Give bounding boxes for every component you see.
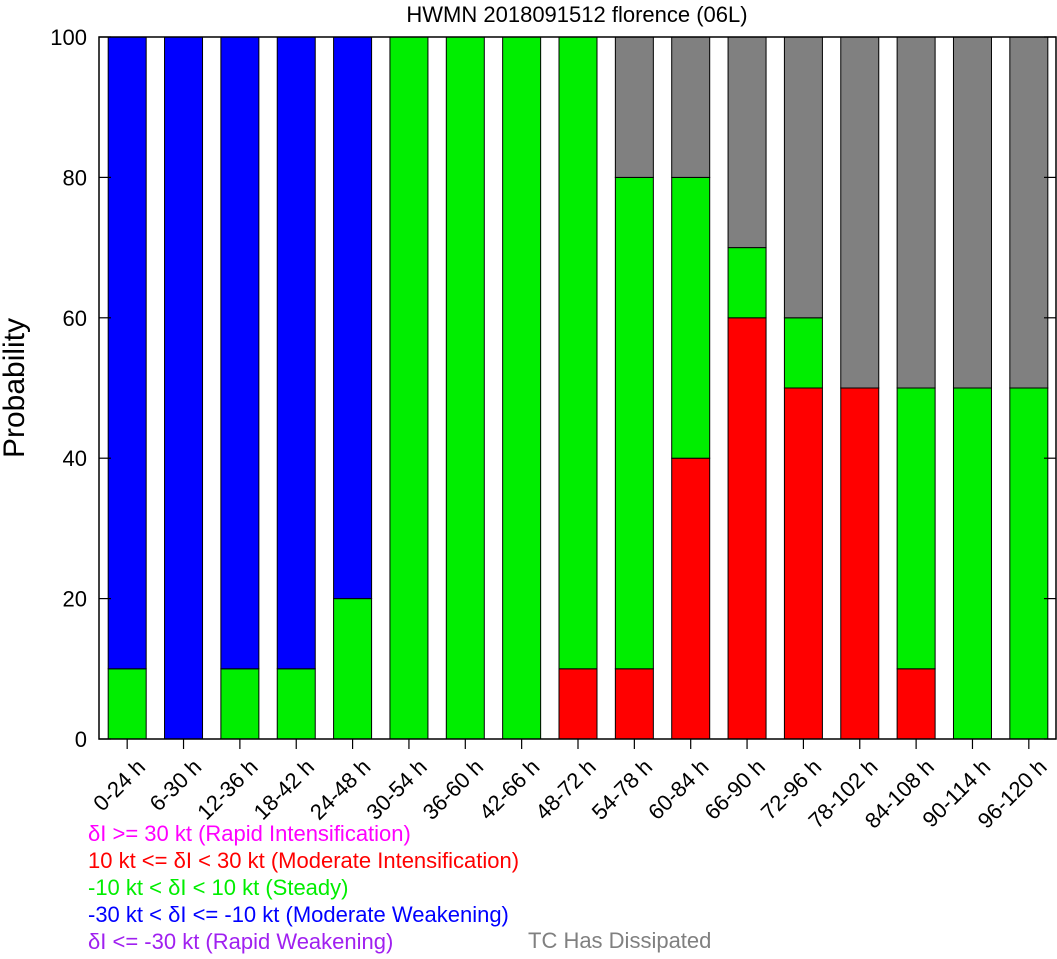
bar-segment-steady-4 (333, 598, 373, 740)
bar-segment-mw-2 (220, 36, 260, 670)
bar-segment-steady-10 (671, 176, 711, 459)
bar-segment-steady-0 (107, 668, 147, 740)
bar-segment-mi-10 (671, 457, 711, 740)
bar-segment-steady-6 (445, 36, 485, 740)
x-tick-label-5: 30-54 h (361, 754, 431, 824)
bar-segment-dissipated-11 (727, 36, 767, 249)
bar-segment-steady-11 (727, 247, 767, 319)
bar-segment-mi-8 (558, 668, 598, 740)
y-tick-label-40: 40 (63, 446, 87, 471)
bar-segment-steady-9 (614, 176, 654, 670)
bar-segment-steady-2 (220, 668, 260, 740)
y-axis-label: Probability (0, 318, 31, 458)
legend-rapid-weakening: δI <= -30 kt (Rapid Weakening) (88, 929, 394, 954)
y-tick-labels: 0 20 40 60 80 100 (50, 25, 87, 752)
legend-steady: -10 kt < δI < 10 kt (Steady) (88, 875, 349, 900)
chart-title: HWMN 2018091512 florence (06L) (406, 2, 747, 27)
bar-segment-dissipated-13 (840, 36, 880, 389)
bar-segment-steady-16 (1009, 387, 1049, 740)
x-tick-label-0: 0-24 h (88, 754, 150, 816)
legend-rapid-intensification: δI >= 30 kt (Rapid Intensification) (88, 821, 411, 846)
y-tick-label-0: 0 (75, 727, 87, 752)
bar-segment-mi-11 (727, 317, 767, 740)
y-tick-label-80: 80 (63, 165, 87, 190)
x-tick-label-4: 24-48 h (305, 754, 375, 824)
bar-segment-steady-7 (502, 36, 542, 740)
x-tick-label-9: 54-78 h (587, 754, 657, 824)
bar-segment-mw-4 (333, 36, 373, 600)
bar-segment-dissipated-16 (1009, 36, 1049, 389)
bar-segment-mi-14 (896, 668, 936, 740)
bar-segment-mi-13 (840, 387, 880, 740)
bar-segment-steady-14 (896, 387, 936, 670)
bars-group (107, 36, 1049, 740)
bar-segment-dissipated-15 (952, 36, 992, 389)
bar-segment-mi-12 (783, 387, 823, 740)
bar-segment-steady-15 (952, 387, 992, 740)
x-tick-label-10: 60-84 h (643, 754, 713, 824)
y-tick-label-20: 20 (63, 587, 87, 612)
bar-segment-mw-1 (164, 36, 204, 740)
legend: δI >= 30 kt (Rapid Intensification) 10 k… (88, 820, 519, 955)
legend-moderate-intensification: 10 kt <= δI < 30 kt (Moderate Intensific… (88, 848, 520, 873)
bar-segment-mw-0 (107, 36, 147, 670)
y-tick-label-100: 100 (50, 25, 87, 50)
bar-segment-mw-3 (276, 36, 316, 670)
bar-segment-dissipated-14 (896, 36, 936, 389)
bar-segment-dissipated-12 (783, 36, 823, 319)
bar-segment-dissipated-10 (671, 36, 711, 178)
legend-moderate-weakening: -30 kt < δI <= -10 kt (Moderate Weakenin… (88, 902, 509, 927)
x-tick-label-7: 42-66 h (474, 754, 544, 824)
x-tick-label-2: 12-36 h (192, 754, 262, 824)
bar-segment-steady-3 (276, 668, 316, 740)
legend-dissipated: TC Has Dissipated (528, 928, 712, 953)
x-tick-label-3: 18-42 h (249, 754, 319, 824)
x-tick-label-6: 36-60 h (418, 754, 488, 824)
bar-segment-steady-5 (389, 36, 429, 740)
x-tick-label-8: 48-72 h (530, 754, 600, 824)
axes-group (98, 36, 1057, 749)
bar-segment-steady-12 (783, 317, 823, 389)
y-tick-label-60: 60 (63, 306, 87, 331)
x-tick-label-11: 66-90 h (699, 754, 769, 824)
bar-segment-dissipated-9 (614, 36, 654, 178)
bar-segment-mi-9 (614, 668, 654, 740)
bar-segment-steady-8 (558, 36, 598, 670)
